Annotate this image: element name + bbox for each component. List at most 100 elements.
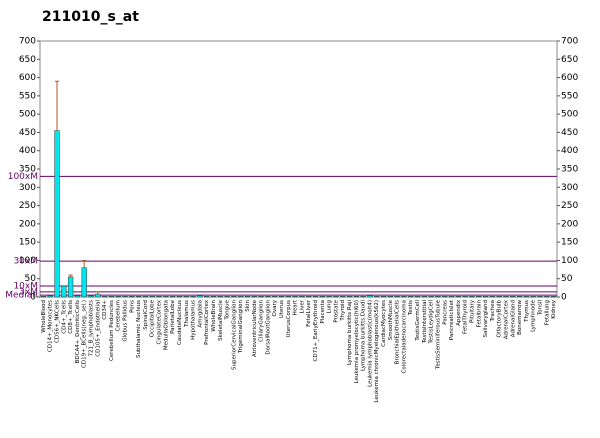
y2-tick-label: 250 [561, 201, 578, 211]
x-tick-label: FetalLiver [306, 299, 312, 327]
reference-label: 10xM [13, 282, 38, 292]
x-tick-label: Pons [129, 300, 135, 313]
bar [537, 296, 543, 298]
y2-tick-label: 200 [561, 219, 578, 229]
bar [496, 296, 502, 298]
x-tick-label: SkeletalMuscle [218, 299, 224, 340]
x-tick-label: SuperiorCervicalGanglion [231, 299, 237, 369]
x-tick-label: OlfactoryBulb [497, 300, 503, 338]
reference-label: 30xM [13, 257, 38, 267]
bar [285, 296, 291, 298]
y-tick-label: 50 [25, 274, 37, 284]
bar [333, 296, 339, 298]
x-tick-label: Thalamus [184, 300, 190, 328]
bar [40, 296, 47, 298]
bar [108, 296, 115, 298]
y2-tick-label: 500 [561, 110, 578, 120]
x-tick-label: CD56+_NKCells [55, 300, 61, 343]
y-tick-label: 650 [19, 55, 36, 65]
x-tick-label: Trachea [490, 300, 496, 322]
x-tick-label: CD105+_Endothelial [95, 300, 101, 357]
x-tick-label: CD19+_BCells(neg._sel.) [82, 300, 88, 368]
bar [183, 296, 189, 298]
bar [81, 267, 87, 298]
bar [428, 296, 434, 298]
y-tick-label: 550 [19, 91, 36, 101]
y2-tick-label: 450 [561, 128, 578, 138]
bar [238, 296, 244, 298]
bar [299, 296, 305, 298]
x-tick-label: AdrenalCortex [503, 299, 509, 339]
x-tick-label: BronchialEpithelialCells [395, 300, 401, 364]
x-tick-label: Prostate [333, 299, 339, 322]
bar [340, 296, 346, 298]
bar [510, 296, 516, 298]
bar [523, 296, 530, 298]
bar [54, 130, 60, 298]
plot-frame [39, 40, 558, 298]
bar [408, 296, 414, 298]
bar [394, 296, 400, 298]
bar [258, 296, 264, 298]
bar [204, 296, 210, 298]
x-tick-label: Ovary [272, 299, 278, 316]
y2-tick-label: 50 [561, 274, 573, 284]
bar [278, 296, 285, 298]
bar [67, 276, 74, 298]
x-tick-label: OccipitalLobe [150, 299, 156, 337]
x-tick-label: SpinalCord [143, 300, 149, 330]
x-tick-label: CD34+ [102, 300, 108, 320]
bar [516, 296, 523, 298]
y2-tick-label: 700 [561, 37, 578, 47]
x-tick-label: Lymphnode [531, 299, 537, 331]
y-tick-label: 700 [19, 37, 36, 47]
x-tick-label: Fetallung [544, 300, 550, 325]
x-tick-label: 721_B_lymphoblasts [89, 300, 95, 357]
reference-label: 3xM [19, 287, 38, 297]
bar [231, 296, 237, 298]
x-tick-label: FetalThyroid [463, 300, 469, 334]
bar [197, 295, 203, 298]
bar [442, 296, 448, 298]
y2-tick-label: 600 [561, 73, 578, 83]
x-tick-label: Pituitary [469, 299, 475, 323]
bar [101, 296, 108, 298]
bar [190, 296, 196, 298]
bar [115, 296, 121, 298]
bar [326, 296, 332, 298]
x-tick-label: CD14+_Monocytes [48, 300, 54, 352]
bar [244, 296, 251, 298]
y-tick-label: 100 [19, 256, 36, 266]
x-tick-label: TestisGermCell [415, 300, 421, 342]
x-tick-label: Amygdala [197, 300, 203, 328]
x-tick-label: Placenta [320, 300, 326, 324]
x-tick-label: AdrenalGland [510, 300, 516, 337]
y2-tick-label: 100 [561, 256, 578, 266]
x-tick-label: TestisLeydigCell [429, 300, 435, 345]
bar [353, 296, 359, 298]
bar [136, 296, 142, 298]
bar [163, 296, 169, 298]
y2-tick-label: 150 [561, 238, 578, 248]
x-tick-label: Uterus [279, 300, 285, 318]
bar [95, 293, 101, 298]
reference-label: Median [5, 291, 38, 301]
x-tick-label: SmoothMuscle [388, 299, 394, 340]
x-tick-label: Leukemia lymphoblastic(molt4) [367, 300, 373, 387]
bar [265, 296, 271, 298]
bar [217, 296, 223, 298]
bar [224, 296, 230, 298]
x-tick-label: Cerebellum Peduncles [109, 300, 115, 361]
x-tick-label: UterusCorpus [286, 300, 292, 338]
y2-tick-label: 0 [561, 293, 567, 303]
bar [455, 296, 461, 298]
bar [292, 296, 298, 298]
x-tick-label: Lung [327, 300, 333, 313]
bar [421, 296, 427, 298]
bar [462, 296, 468, 298]
x-tick-label: CiliaryGanglion [259, 299, 265, 341]
x-tick-label: TestisSeminiferousTubule [435, 299, 441, 370]
x-tick-label: PancreaticIslet [449, 299, 455, 340]
x-tick-label: CaudateNucleus [177, 300, 183, 345]
